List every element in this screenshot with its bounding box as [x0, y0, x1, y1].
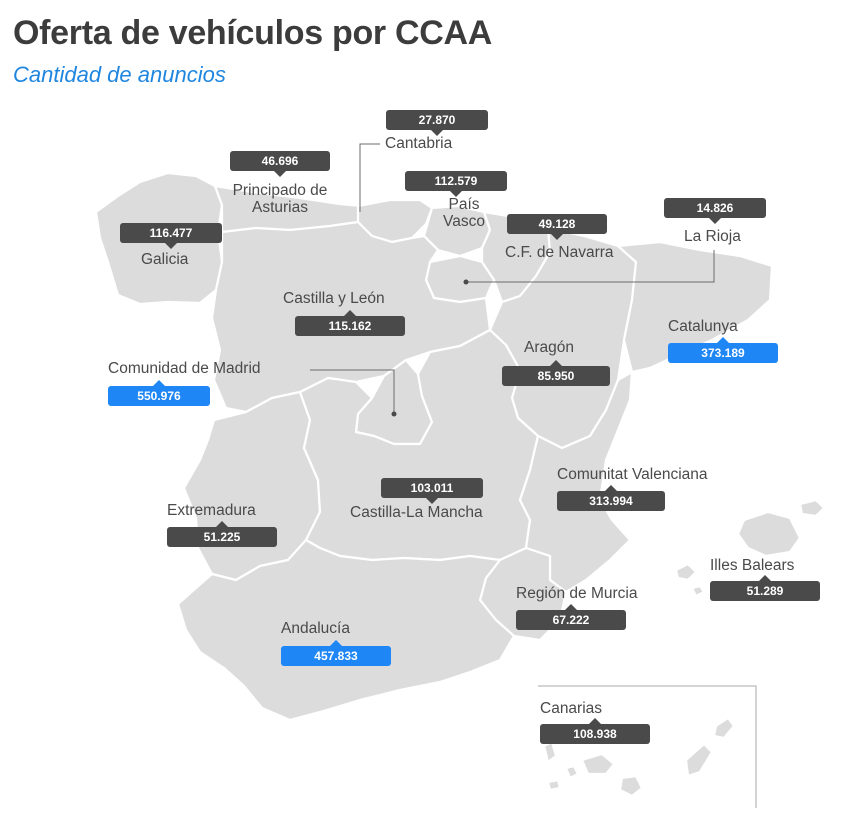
badge-murcia: 67.222 [516, 604, 626, 630]
canarias-inset-frame [538, 685, 757, 808]
region-baleares-mallorca[interactable] [736, 510, 802, 558]
la-rioja-dot [463, 279, 469, 285]
label-canarias: Canarias [540, 700, 603, 717]
badge-canarias: 108.938 [540, 718, 650, 744]
label-aragon: Aragón [524, 339, 574, 356]
region-canarias-lanzarote[interactable] [712, 716, 736, 740]
label-navarra: C.F. de Navarra [505, 244, 614, 261]
label-catalunya: Catalunya [668, 318, 738, 335]
badge-asturias: 46.696 [230, 151, 330, 177]
region-andalucia[interactable] [176, 538, 516, 722]
label-la-rioja: La Rioja [684, 228, 741, 245]
region-baleares-ibiza[interactable] [674, 562, 698, 582]
badge-galicia: 116.477 [120, 223, 222, 249]
label-galicia: Galicia [141, 251, 189, 268]
region-canarias-el-hierro[interactable] [546, 778, 562, 792]
label-baleares: Illes Balears [710, 557, 795, 574]
region-baleares-formentera[interactable] [690, 584, 706, 598]
badge-castilla-leon: 115.162 [295, 310, 405, 336]
badge-cantabria: 27.870 [386, 110, 488, 136]
badge-aragon: 85.950 [502, 360, 610, 386]
badge-baleares: 51.289 [710, 575, 820, 601]
label-extremadura: Extremadura [167, 502, 256, 519]
region-la-rioja[interactable] [424, 254, 496, 304]
badge-madrid: 550.976 [108, 380, 210, 406]
label-murcia: Región de Murcia [516, 585, 638, 602]
label-pais-vasco: País Vasco [443, 196, 485, 231]
region-valenciana[interactable] [518, 370, 634, 594]
label-valenciana: Comunitat Valenciana [557, 466, 708, 483]
region-baleares-menorca[interactable] [798, 498, 826, 518]
region-canarias-la-palma[interactable] [542, 740, 558, 764]
label-madrid: Comunidad de Madrid [108, 360, 261, 377]
label-castilla-leon: Castilla y León [283, 290, 385, 307]
region-catalunya[interactable] [616, 240, 774, 374]
label-cantabria: Cantabria [385, 135, 453, 152]
badge-pais-vasco: 112.579 [405, 171, 507, 197]
leader-line-la-rioja [466, 250, 715, 283]
leader-line-madrid [310, 369, 395, 412]
badge-navarra: 49.128 [507, 214, 607, 240]
label-castilla-la-mancha: Castilla-La Mancha [350, 504, 483, 521]
badge-valenciana: 313.994 [557, 485, 665, 511]
badge-catalunya: 373.189 [668, 337, 778, 363]
badge-andalucia: 457.833 [281, 640, 391, 666]
region-canarias-fuerteventura[interactable] [684, 742, 714, 778]
page-subtitle: Cantidad de anuncios [13, 62, 226, 87]
region-canarias-tenerife[interactable] [580, 752, 616, 776]
label-asturias: Principado de Asturias [232, 182, 328, 217]
badge-extremadura: 51.225 [167, 521, 277, 547]
leader-line-cantabria [359, 143, 380, 212]
label-andalucia: Andalucía [281, 620, 350, 637]
page-title: Oferta de vehículos por CCAA [13, 14, 493, 52]
region-canarias-la-gomera[interactable] [564, 764, 580, 780]
madrid-dot [391, 411, 397, 417]
badge-la-rioja: 14.826 [664, 198, 766, 224]
region-canarias-gran-canaria[interactable] [618, 774, 644, 798]
badge-castilla-la-mancha: 103.011 [381, 478, 483, 504]
